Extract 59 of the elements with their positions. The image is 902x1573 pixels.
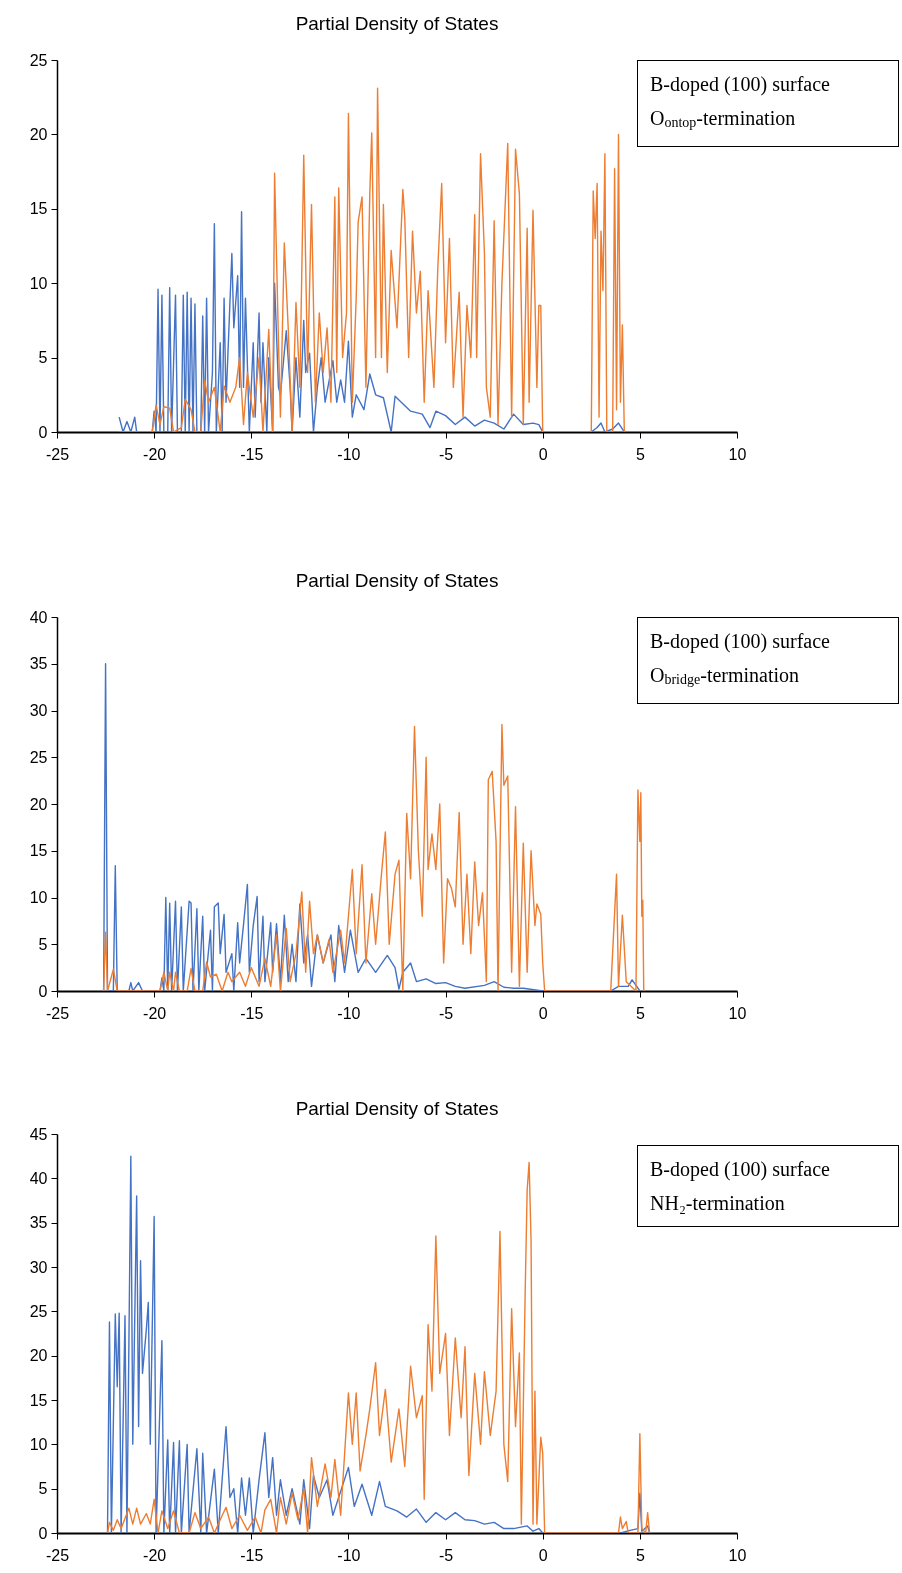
y-tick-label: 10	[29, 274, 48, 292]
line-series	[102, 663, 641, 991]
y-tick-label: 25	[29, 51, 48, 69]
x-tick-label: -5	[438, 1546, 454, 1564]
x-tick-label: -10	[337, 445, 361, 463]
y-tick-label: 20	[29, 1347, 48, 1365]
x-tick-label: 5	[635, 1004, 645, 1022]
x-tick-label: -25	[45, 445, 70, 463]
y-tick-label: 5	[38, 935, 48, 953]
y-tick-label: 5	[38, 349, 48, 367]
x-tick-label: -20	[143, 445, 167, 463]
x-tick-label: -15	[240, 1546, 264, 1564]
x-tick-label: -5	[438, 445, 454, 463]
chart-title: Partial Density of States	[295, 13, 499, 34]
x-tick-label: 0	[538, 445, 548, 463]
chart-title: Partial Density of States	[295, 570, 499, 591]
x-tick-label: 10	[728, 1546, 747, 1564]
text-box: B-doped (100) surface NH₂-termination	[637, 1145, 899, 1227]
line-series	[118, 87, 626, 432]
y-tick-label: 0	[38, 423, 48, 441]
x-tick-label: -20	[143, 1004, 167, 1022]
x-tick-label: 10	[728, 1004, 747, 1022]
y-tick-label: 35	[29, 655, 48, 673]
y-tick-label: 0	[38, 1524, 48, 1542]
y-tick-label: 40	[29, 1169, 48, 1187]
y-tick-label: 10	[29, 1435, 48, 1453]
y-tick-label: 10	[29, 889, 48, 906]
line-series	[118, 211, 626, 432]
y-tick-label: 25	[29, 1302, 48, 1320]
x-tick-label: -10	[337, 1004, 361, 1022]
y-tick-label: 20	[29, 795, 48, 813]
x-tick-label: -25	[45, 1004, 70, 1022]
x-tick-label: 10	[728, 445, 747, 463]
x-tick-label: -25	[45, 1546, 70, 1564]
y-tick-label: 20	[29, 125, 48, 143]
x-tick-label: -15	[240, 1004, 264, 1022]
x-tick-label: -15	[240, 445, 264, 463]
y-tick-label: 15	[29, 200, 48, 218]
x-tick-label: 5	[635, 1546, 645, 1564]
y-tick-label: 15	[29, 1391, 48, 1409]
text-box: B-doped (100) surface O$_{bridge}$-termination	[637, 617, 899, 704]
y-tick-label: 0	[38, 982, 48, 1000]
x-tick-label: 0	[538, 1546, 548, 1564]
y-tick-label: 35	[29, 1214, 48, 1232]
y-tick-label: 15	[29, 842, 48, 860]
y-tick-label: 40	[29, 608, 48, 626]
x-tick-label: -20	[143, 1546, 167, 1564]
x-tick-label: 0	[538, 1004, 548, 1022]
x-tick-label: -10	[337, 1546, 361, 1564]
text-box: B-doped (100) surface O$_{ontop}$-termination	[637, 60, 899, 147]
y-tick-label: 5	[38, 1480, 48, 1498]
y-tick-label: 30	[29, 702, 48, 719]
chart-title: Partial Density of States	[295, 1098, 499, 1119]
y-tick-label: 25	[29, 748, 48, 766]
y-tick-label: 45	[29, 1125, 48, 1143]
line-series	[102, 723, 645, 991]
y-tick-label: 30	[29, 1258, 48, 1276]
x-tick-label: 5	[635, 445, 645, 463]
x-tick-label: -5	[438, 1004, 454, 1022]
